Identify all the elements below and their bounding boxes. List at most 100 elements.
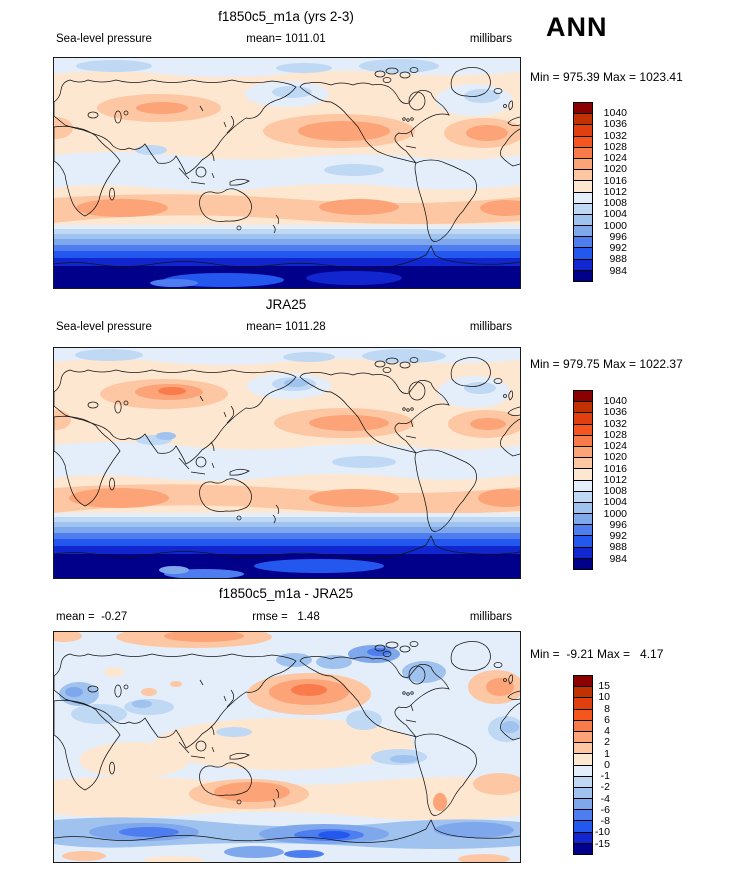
colorbar-cell: [574, 170, 592, 182]
colorbar-tick-label: 1028: [603, 140, 627, 153]
colorbar-cell: [574, 765, 592, 777]
colorbar-cell: [574, 413, 592, 425]
colorbar-cell: [574, 192, 592, 204]
colorbar-tick-label: 8: [604, 702, 610, 715]
colorbar-tick-label: 10: [598, 691, 610, 704]
colorbar-cell: [574, 687, 592, 699]
colorbar-tick-label: 1016: [603, 462, 627, 475]
colorbar-tick-label: 4: [604, 725, 610, 737]
colorbar-cell: [574, 203, 592, 215]
world-map-svg: [54, 58, 520, 288]
panel1-units-label: millibars: [469, 33, 512, 45]
colorbar-cell: [574, 237, 592, 249]
colorbar-cell: [574, 491, 592, 503]
colorbar-cell: [574, 214, 592, 227]
panel1-colorbar: [573, 102, 593, 282]
colorbar-cell: [574, 158, 592, 171]
colorbar-tick-label: -8: [600, 815, 610, 827]
world-map-svg: [54, 632, 520, 862]
colorbar-cell: [574, 469, 592, 481]
colorbar-cell: [574, 799, 592, 811]
colorbar-tick-label: 1012: [603, 185, 627, 198]
colorbar-cell: [574, 787, 592, 800]
panel1-variable-label: Sea-level pressure: [56, 33, 152, 45]
colorbar-tick-label: 15: [598, 680, 610, 692]
colorbar-cell: [574, 776, 592, 788]
colorbar-cell: [574, 248, 592, 260]
colorbar-cell: [574, 709, 592, 721]
colorbar-tick-label: 1020: [603, 163, 627, 176]
colorbar-cell: [574, 435, 592, 447]
colorbar-cell: [574, 698, 592, 710]
colorbar-tick-label: 1028: [603, 428, 627, 441]
colorbar-tick-label: 1040: [603, 107, 627, 119]
colorbar-tick-label: -10: [594, 826, 610, 839]
colorbar-tick-label: 1036: [603, 406, 627, 419]
colorbar-tick-label: 996: [609, 518, 627, 531]
colorbar-tick-label: 1036: [603, 118, 627, 131]
colorbar-cell: [574, 270, 592, 281]
colorbar-tick-label: 1012: [603, 473, 627, 486]
panel2-colorbar-ticks: 1040 1036 1032 1028 1024 1020 1016 1012 1008 1004…: [557, 390, 627, 570]
colorbar-tick-label: 1000: [603, 507, 627, 520]
panel3-colorbar: [573, 675, 593, 855]
colorbar-cell: [574, 114, 592, 126]
colorbar-tick-label: 1032: [603, 417, 627, 430]
panel3-rmse-label: rmse = 1.48: [252, 611, 320, 623]
colorbar-cell: [574, 547, 592, 559]
colorbar-tick-label: -1: [600, 770, 610, 782]
colorbar-tick-label: 1024: [603, 152, 627, 164]
colorbar-cell: [574, 720, 592, 732]
panel1-mean-label: mean= 1011.01: [246, 33, 326, 45]
colorbar-cell: [574, 832, 592, 844]
colorbar-cell: [574, 810, 592, 822]
colorbar-cell: [574, 402, 592, 414]
colorbar-cell: [574, 458, 592, 470]
colorbar-tick-label: -15: [594, 837, 610, 850]
panel3-title: f1850c5_m1a - JRA25: [218, 586, 354, 601]
panel3-mean-label: mean = -0.27: [56, 611, 128, 623]
colorbar-cell: [574, 424, 592, 436]
colorbar-cell: [574, 259, 592, 271]
colorbar-cell: [574, 446, 592, 459]
colorbar-cell: [574, 843, 592, 854]
season-label: ANN: [546, 12, 608, 42]
colorbar-cell: [574, 181, 592, 193]
colorbar-tick-label: 1016: [603, 174, 627, 187]
colorbar-cell: [574, 103, 592, 115]
colorbar-tick-label: 1000: [603, 219, 627, 232]
colorbar-cell: [574, 536, 592, 548]
colorbar-tick-label: 1: [604, 747, 610, 760]
pressure-field: [54, 348, 520, 578]
colorbar-cell: [574, 502, 592, 515]
colorbar-tick-label: 996: [609, 230, 627, 243]
colorbar-cell: [574, 821, 592, 833]
panel2-units-label: millibars: [469, 321, 512, 333]
colorbar-tick-label: 992: [609, 242, 627, 254]
colorbar-cell: [574, 147, 592, 159]
colorbar-tick-label: 984: [609, 264, 627, 277]
colorbar-tick-label: 984: [609, 552, 627, 565]
colorbar-cell: [574, 525, 592, 537]
colorbar-tick-label: 1040: [603, 395, 627, 407]
colorbar-tick-label: 2: [604, 736, 610, 749]
panel1-minmax-label: Min = 975.39 Max = 1023.41: [530, 70, 683, 84]
map-model-slp: [53, 57, 521, 289]
world-map-svg: [54, 348, 520, 578]
panel3-units-label: millibars: [469, 611, 512, 623]
colorbar-tick-label: -4: [600, 792, 610, 805]
colorbar-cell: [574, 743, 592, 755]
colorbar-cell: [574, 558, 592, 569]
colorbar-tick-label: 988: [609, 253, 627, 266]
colorbar-tick-label: 988: [609, 541, 627, 554]
colorbar-cell: [574, 125, 592, 137]
panel2-variable-label: Sea-level pressure: [56, 321, 152, 333]
panel2-colorbar: [573, 390, 593, 570]
colorbar-tick-label: -6: [600, 803, 610, 816]
panel3-colorbar-ticks: 15 10 8 6 4 2 1 0 -1 -2 -4 -6 -8 -10 -15: [540, 675, 610, 855]
panel2-mean-label: mean= 1011.28: [246, 321, 326, 333]
colorbar-tick-label: 1032: [603, 129, 627, 142]
colorbar-cell: [574, 136, 592, 148]
colorbar-cell: [574, 391, 592, 403]
